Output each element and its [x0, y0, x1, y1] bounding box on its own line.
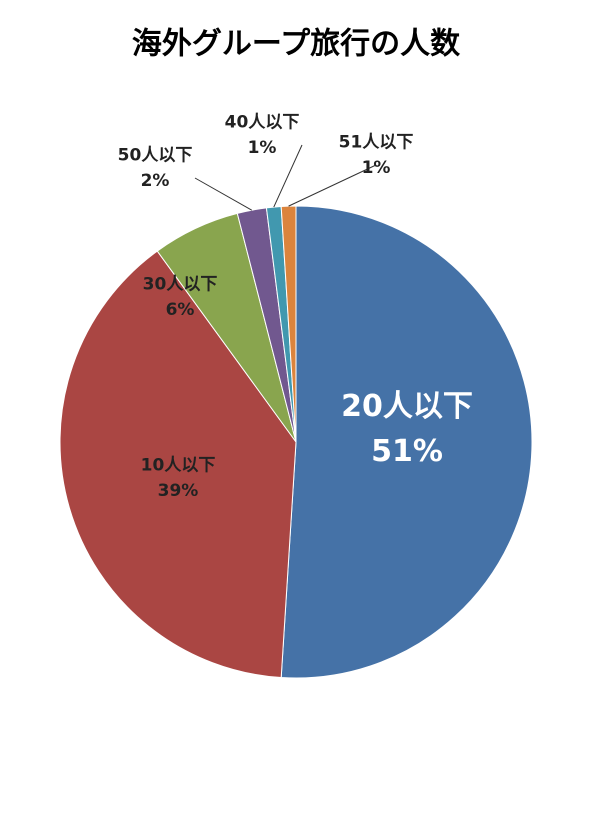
slice-value-label: 2%: [141, 171, 170, 191]
slice-value-label: 39%: [158, 481, 199, 501]
leader-line: [288, 164, 377, 207]
pie-slice: [59, 250, 297, 679]
slice-value-label: 6%: [166, 300, 195, 320]
slice-label: 40人以下: [225, 112, 300, 132]
leader-line: [273, 144, 303, 208]
leader-line: [194, 177, 253, 211]
slice-label: 30人以下: [143, 274, 218, 294]
slice-label: 50人以下: [118, 145, 193, 165]
chart-title: 海外グループ旅行の人数: [132, 27, 461, 62]
slice-label: 51人以下: [339, 132, 414, 152]
slice-label: 10人以下: [141, 455, 216, 475]
slice-value-label: 51%: [371, 434, 443, 469]
slice-value-label: 1%: [362, 158, 391, 178]
pie-slice: [280, 205, 533, 679]
slice-value-label: 1%: [248, 138, 277, 158]
slice-label: 20人以下: [341, 389, 473, 424]
pie-slice: [280, 205, 297, 443]
